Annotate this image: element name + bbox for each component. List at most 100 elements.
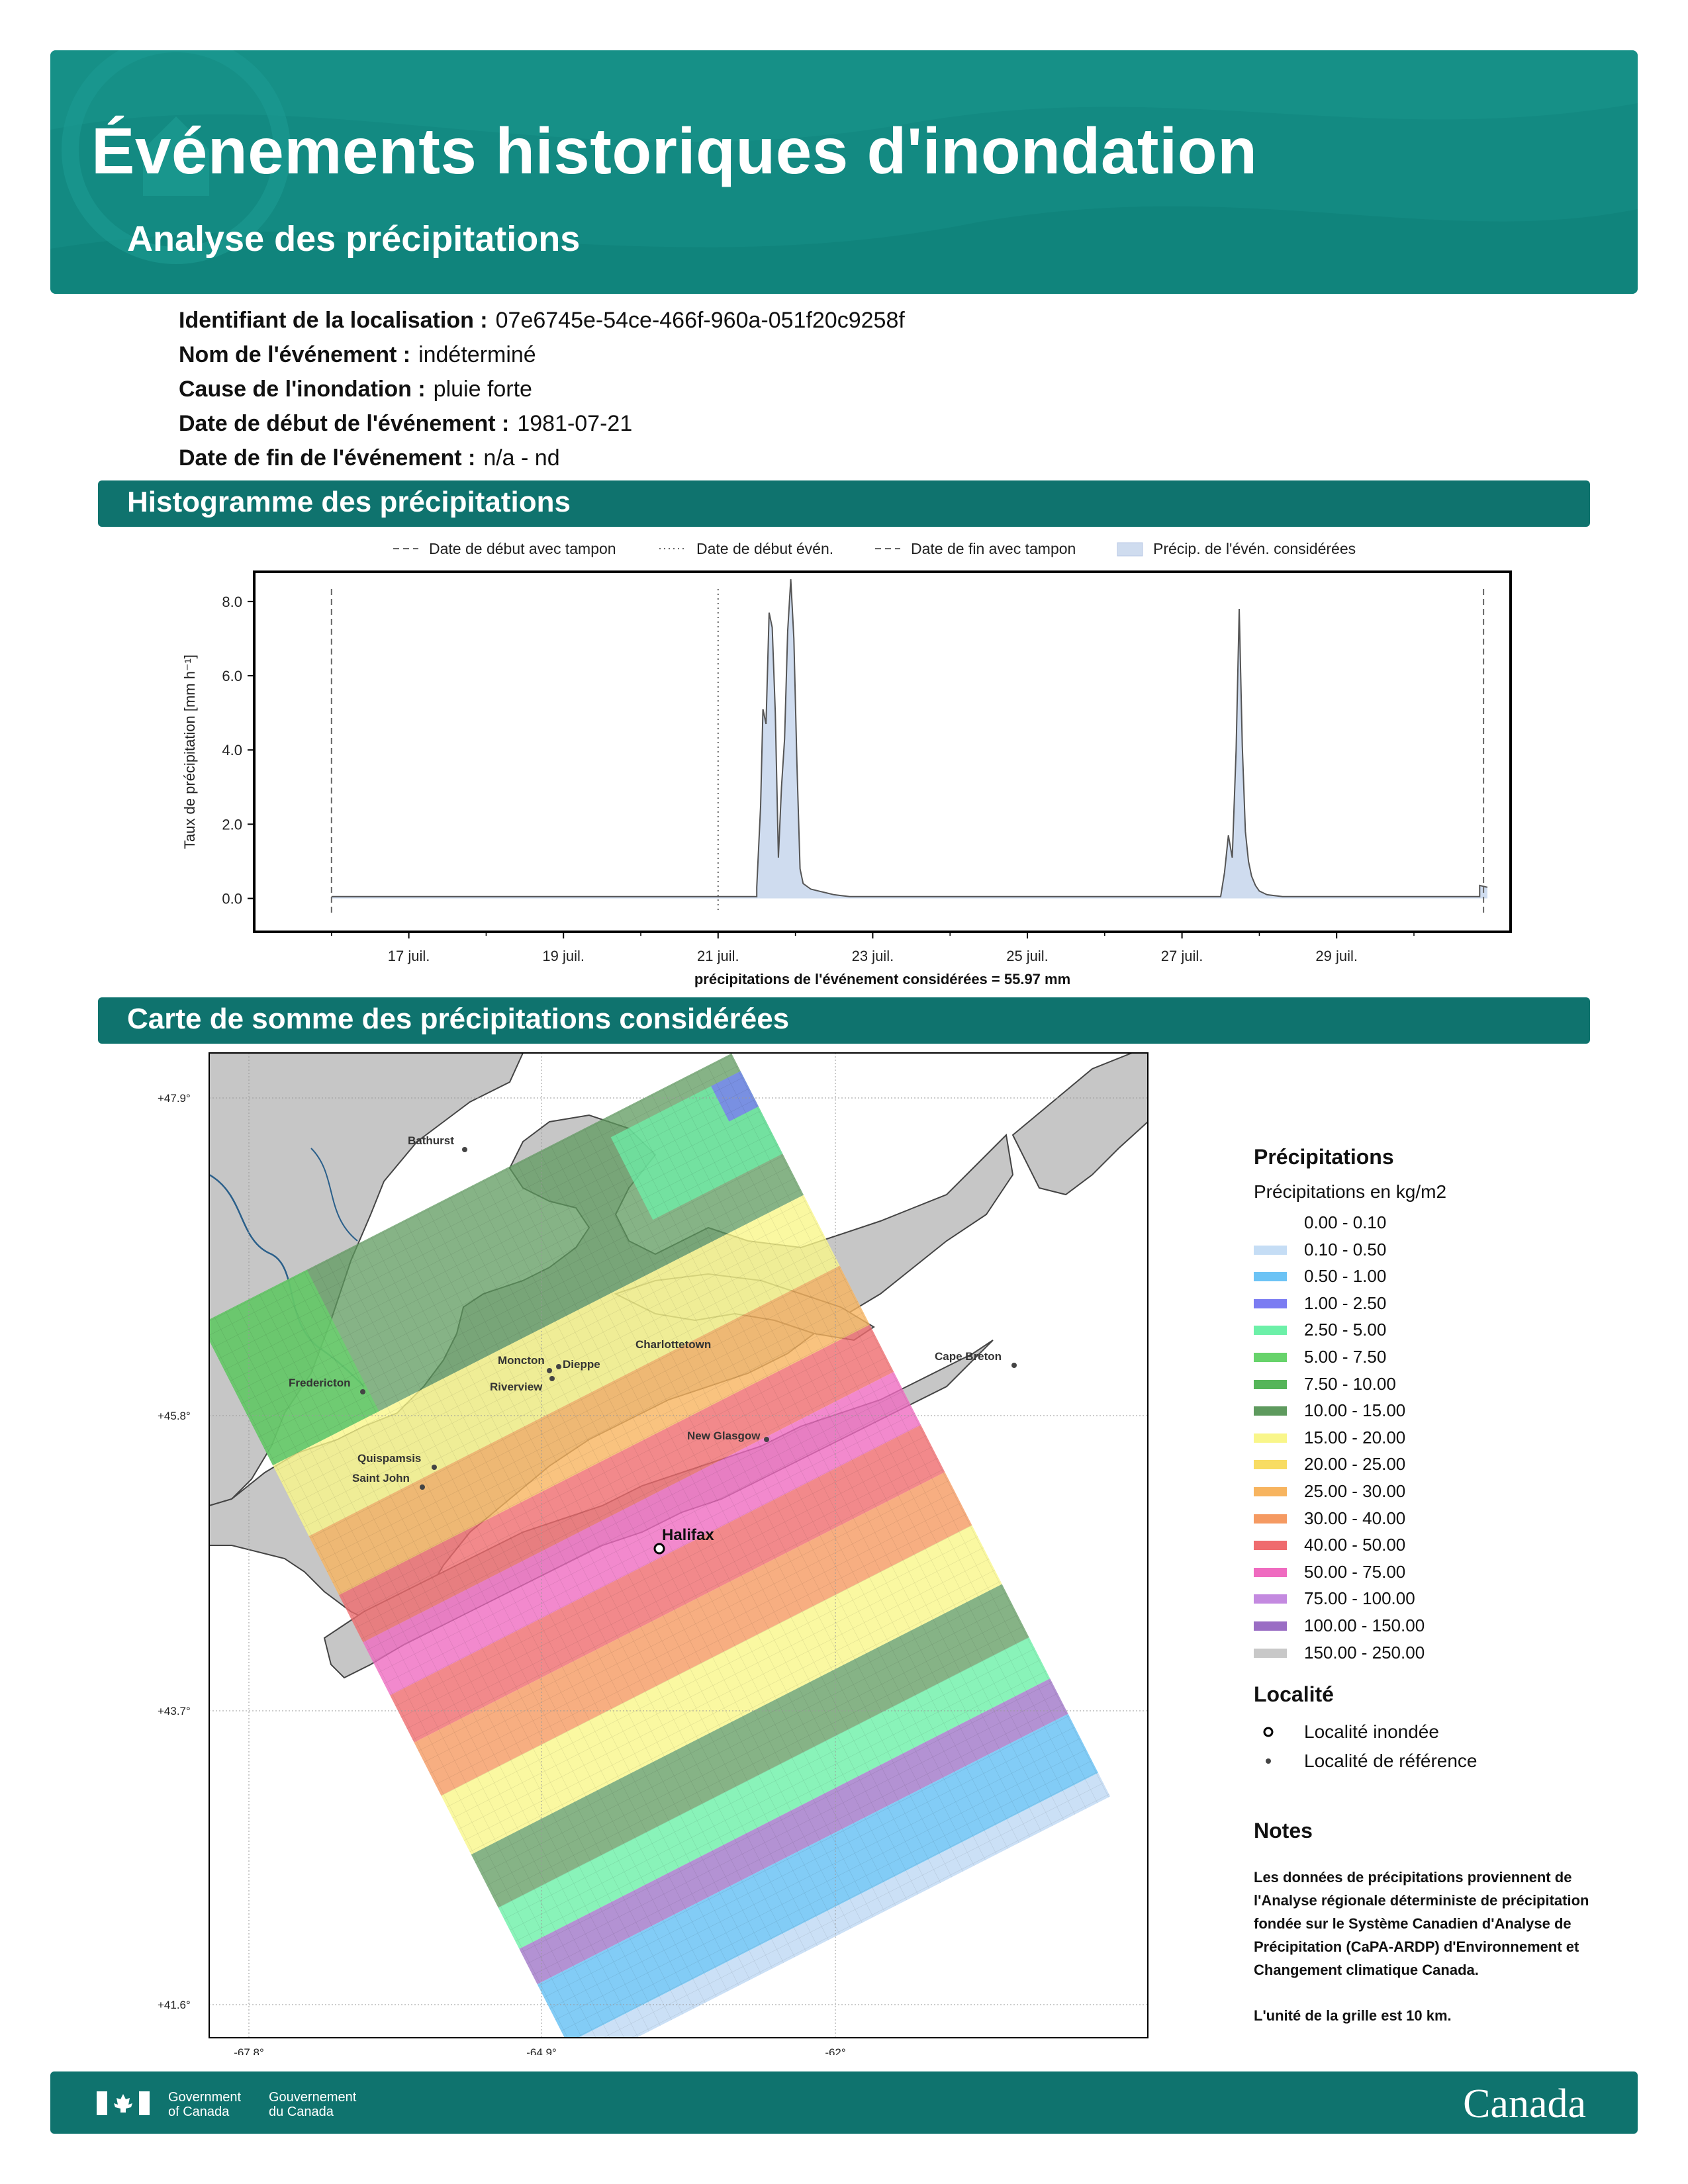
place-label-cape-breton: Cape Breton [935,1350,1002,1363]
place-label-fredericton: Fredericton [289,1377,351,1389]
legend-swatch [1254,1326,1287,1336]
lat-tick-3: +43.7° [158,1705,191,1717]
legend-swatch [1254,1567,1287,1577]
header-banner: Événements historiques d'inondation Anal… [50,50,1638,294]
legend-items: 0.00 - 0.10 0.10 - 0.50 0.50 - 1.00 1.00 - … [1254,1209,1624,1666]
end-date-row: Date de fin de l'événement : n/a - nd [179,441,905,475]
x-tick-label: 29 juil. [1315,948,1358,964]
page-title: Événements historiques d'inondation [91,114,1258,187]
legend-item-label: 30.00 - 40.00 [1304,1508,1406,1528]
x-tick-label: 17 juil. [388,948,430,964]
locality-reference-item: Localité de référence [1254,1748,1624,1774]
reference-locality-icon [1266,1758,1271,1764]
legend-swatch [1254,1352,1287,1362]
legend-item-label: 50.00 - 75.00 [1304,1561,1406,1582]
canada-flag-icon [97,2091,150,2115]
legend-buffer-end-label: Date de fin avec tampon [911,540,1076,557]
legend-item: 30.00 - 40.00 [1254,1505,1624,1532]
legend-item: 0.00 - 0.10 [1254,1209,1624,1236]
histogram-x-axis-label: précipitations de l'événement considérée… [694,971,1070,987]
start-date-label: Date de début de l'événement : [179,411,510,436]
legend-swatch [1254,1218,1287,1228]
map-frame [209,1052,1149,2038]
lon-tick-1: -67.8° [234,2046,264,2055]
y-tick-label: 6.0 [222,668,242,684]
legend-item-label: 0.00 - 0.10 [1304,1212,1387,1232]
histogram-section-title: Histogramme des précipitations [127,486,571,518]
map-places: Bathurst Charlottetown Moncton Dieppe Ri… [289,1134,1017,1555]
legend-item-label: 1.00 - 2.50 [1304,1293,1387,1313]
place-label-charlottetown: Charlottetown [635,1338,711,1351]
legend-swatch [1254,1648,1287,1658]
legend-item: 75.00 - 100.00 [1254,1585,1624,1612]
precip-rate-line [331,579,1488,897]
flooded-locality-marker [653,1543,665,1555]
legend-swatch [1254,1460,1287,1470]
legend-item-label: 10.00 - 15.00 [1304,1400,1406,1421]
legend-swatch [1254,1406,1287,1416]
x-tick-label: 21 juil. [697,948,739,964]
legend-item: 7.50 - 10.00 [1254,1371,1624,1398]
start-date-value: 1981-07-21 [517,411,633,436]
legend-item: 0.10 - 0.50 [1254,1236,1624,1263]
legend-swatch [1254,1272,1287,1282]
legend-item-label: 100.00 - 150.00 [1304,1615,1425,1635]
lon-tick-3: -62° [825,2046,845,2055]
legend-item: 150.00 - 250.00 [1254,1639,1624,1666]
legend-item: 10.00 - 15.00 [1254,1397,1624,1424]
legend-item: 15.00 - 20.00 [1254,1424,1624,1451]
locality-flooded-item: Localité inondée [1254,1719,1624,1745]
legend-swatch [1254,1514,1287,1524]
legend-item-label: 0.10 - 0.50 [1304,1239,1387,1259]
legend-item: 100.00 - 150.00 [1254,1612,1624,1639]
x-tick-label: 23 juil. [852,948,894,964]
cause-label: Cause de l'inondation : [179,377,426,402]
event-name-row: Nom de l'événement : indéterminé [179,338,905,372]
y-tick-label: 0.0 [222,891,242,907]
legend-item-label: 150.00 - 250.00 [1304,1642,1425,1662]
gov-en-line2: of Canada [168,2105,230,2119]
place-label-quispamsis: Quispamsis [357,1452,421,1465]
event-info: Identifiant de la localisation : 07e6745e… [179,303,905,475]
y-tick-label: 8.0 [222,594,242,610]
legend-item: 2.50 - 5.00 [1254,1316,1624,1343]
location-id-value: 07e6745e-54ce-466f-960a-051f20c9258f [495,308,905,333]
locality-legend: Localité Localité inondée Localité de ré… [1254,1682,1624,1774]
map-section-bar: Carte de somme des précipitations consid… [98,997,1590,1044]
legend-buffer-start-label: Date de début avec tampon [429,540,616,557]
gov-en: Government of Canada [168,2090,241,2119]
cause-value: pluie forte [433,377,532,402]
canada-wordmark: Canada [1463,2081,1586,2126]
lat-tick-2: +45.8° [158,1410,191,1422]
legend-item: 25.00 - 30.00 [1254,1478,1624,1505]
legend-title: Précipitations [1254,1145,1394,1169]
place-label-dieppe: Dieppe [563,1358,600,1371]
legend-item-label: 2.50 - 5.00 [1304,1320,1387,1340]
location-id-label: Identifiant de la localisation : [179,308,488,333]
legend-item-label: 7.50 - 10.00 [1304,1373,1396,1394]
river-miramichi [310,1148,358,1242]
event-name-label: Nom de l'événement : [179,342,411,367]
locality-flooded-label: Localité inondée [1304,1721,1439,1742]
place-label-halifax: Halifax [662,1526,714,1544]
legend-swatch [1254,1594,1287,1604]
histogram-marks: 0.0 2.0 4.0 6.0 8.0 17 juil. 19 juil. 21 juil. 2… [222,579,1488,964]
x-tick-label: 27 juil. [1161,948,1203,964]
start-date-row: Date de début de l'événement : 1981-07-21 [179,406,905,441]
gov-fr: Gouvernement du Canada [269,2090,356,2119]
precipitation-histogram: Date de début avec tampon Date de début … [181,540,1512,987]
place-label-bathurst: Bathurst [408,1134,454,1147]
legend-swatch [1254,1433,1287,1443]
place-label-new-glasgow: New Glasgow [687,1430,761,1442]
event-name-value: indéterminé [418,342,536,367]
map-section-title: Carte de somme des précipitations consid… [127,1003,790,1035]
legend-item-label: 40.00 - 50.00 [1304,1535,1406,1555]
legend-item: 20.00 - 25.00 [1254,1451,1624,1478]
place-label-saint-john: Saint John [352,1472,410,1484]
x-tick-label: 19 juil. [542,948,585,964]
footer: Government of Canada Gouvernement du Can… [50,2071,1638,2134]
legend-item-label: 5.00 - 7.50 [1304,1346,1387,1367]
legend-swatch [1254,1379,1287,1389]
place-label-riverview: Riverview [490,1381,543,1393]
page-subtitle: Analyse des précipitations [127,219,581,259]
